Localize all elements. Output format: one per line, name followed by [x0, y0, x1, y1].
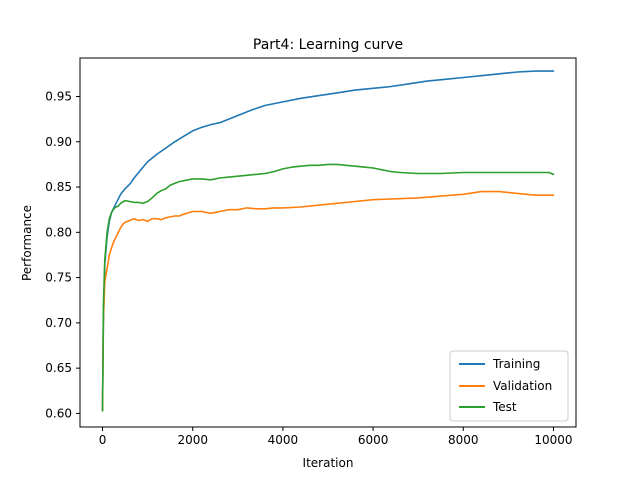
legend: Training Validation Test	[449, 350, 569, 422]
x-tick-label: 10000	[534, 433, 572, 447]
x-axis-ticks: 0 2000 4000 6000 8000 10000	[99, 427, 573, 447]
x-axis-label: Iteration	[303, 456, 354, 470]
y-axis-label: Performance	[20, 205, 34, 281]
y-tick-label: 0.70	[45, 316, 72, 330]
x-tick-label: 0	[99, 433, 107, 447]
x-tick-label: 8000	[448, 433, 479, 447]
y-tick-label: 0.90	[45, 135, 72, 149]
axes-frame	[79, 57, 577, 428]
y-tick-label: 0.65	[45, 361, 72, 375]
y-tick-label: 0.85	[45, 180, 72, 194]
series-line-training	[101, 70, 555, 412]
y-tick-label: 0.60	[45, 406, 72, 420]
x-tick-label: 4000	[268, 433, 299, 447]
chart-title: Part4: Learning curve	[253, 37, 403, 53]
y-tick-label: 0.95	[45, 89, 72, 103]
legend-label-test: Test	[492, 400, 517, 414]
legend-label-training: Training	[492, 357, 540, 371]
x-tick-label: 2000	[177, 433, 208, 447]
y-tick-label: 0.80	[45, 225, 72, 239]
y-axis-ticks: 0.60 0.65 0.70 0.75 0.80 0.85 0.90 0.95	[45, 89, 80, 420]
legend-label-validation: Validation	[493, 379, 552, 393]
plot-area	[79, 57, 577, 428]
y-tick-label: 0.75	[45, 271, 72, 285]
series-line-test	[101, 163, 555, 412]
series-line-validation	[101, 190, 555, 412]
legend-frame	[449, 350, 569, 422]
series-layer	[101, 70, 555, 412]
x-tick-label: 6000	[358, 433, 389, 447]
